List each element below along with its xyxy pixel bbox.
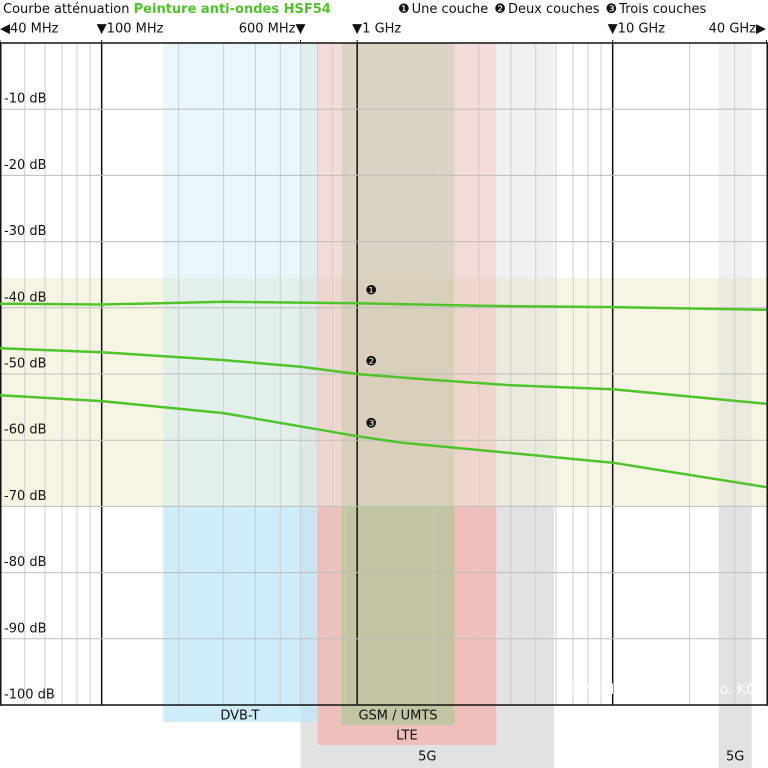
legend-marker: ❷ <box>494 2 506 17</box>
band-lower <box>163 506 317 722</box>
legend-marker: ❶ <box>398 2 410 17</box>
series-line <box>0 346 767 406</box>
band-layer <box>0 43 768 768</box>
legend-entry: ❶ Une couche <box>398 2 488 17</box>
y-tick-label: -30 dB <box>4 224 47 239</box>
legend-marker: ❸ <box>606 2 618 17</box>
series-line <box>0 393 767 489</box>
credit: © YSHIELD GmbH & Co. KG <box>564 682 757 698</box>
x-tick-label: ◀40 MHz <box>0 22 59 37</box>
plot-frame <box>0 42 768 706</box>
series-line <box>0 300 767 312</box>
legend-entry: ❷ Deux couches <box>494 2 599 17</box>
band-upper <box>163 43 317 507</box>
band-label: 5G <box>418 750 436 765</box>
legend-label: Une couche <box>412 2 489 17</box>
y-tick-label: -20 dB <box>4 158 47 173</box>
band-lower <box>718 506 752 768</box>
series-marker-label: ❸ <box>365 417 377 432</box>
x-tick-label: ▼1 GHz <box>352 22 401 37</box>
y-tick-label: -100 dB <box>4 688 55 703</box>
subtitle: Peinture anti-ondes HSF54 <box>134 2 331 17</box>
y-tick-label: -70 dB <box>4 489 47 504</box>
x-tick-label: 600 MHz▼ <box>239 22 306 37</box>
band-upper <box>718 43 752 507</box>
y-tick-label: -40 dB <box>4 290 47 305</box>
legend-label: Deux couches <box>508 2 600 17</box>
band-label: DVB-T <box>220 709 259 724</box>
band-upper <box>300 43 555 507</box>
grid-layer <box>0 40 768 706</box>
frequency-band <box>718 43 752 768</box>
series-marker-label: ❶ <box>365 284 377 299</box>
legend-entry: ❸ Trois couches <box>606 2 707 17</box>
frequency-band <box>163 43 317 722</box>
line-layer <box>0 300 767 489</box>
y-tick-label: -10 dB <box>4 92 47 107</box>
x-tick-label: ▼10 GHz <box>608 22 666 37</box>
series-marker-label: ❷ <box>365 355 377 370</box>
band-upper <box>341 43 455 507</box>
x-tick-label: 40 GHz▶ <box>709 22 766 37</box>
band-label: GSM / UMTS <box>358 709 437 724</box>
frequency-band <box>341 43 455 725</box>
title: Courbe atténuation <box>3 2 130 17</box>
chart-title: Courbe atténuation Peinture anti-ondes H… <box>3 2 331 17</box>
band-upper <box>317 43 497 507</box>
band-lower <box>341 506 455 725</box>
band-label: LTE <box>396 729 418 744</box>
y-tick-label: -60 dB <box>4 423 47 438</box>
x-tick-label: ▼100 MHz <box>97 22 164 37</box>
y-tick-label: -80 dB <box>4 555 47 570</box>
y-tick-label: -50 dB <box>4 357 47 372</box>
legend-label: Trois couches <box>618 2 706 17</box>
band-label: 5G <box>726 750 744 765</box>
y-tick-label: -90 dB <box>4 621 47 636</box>
